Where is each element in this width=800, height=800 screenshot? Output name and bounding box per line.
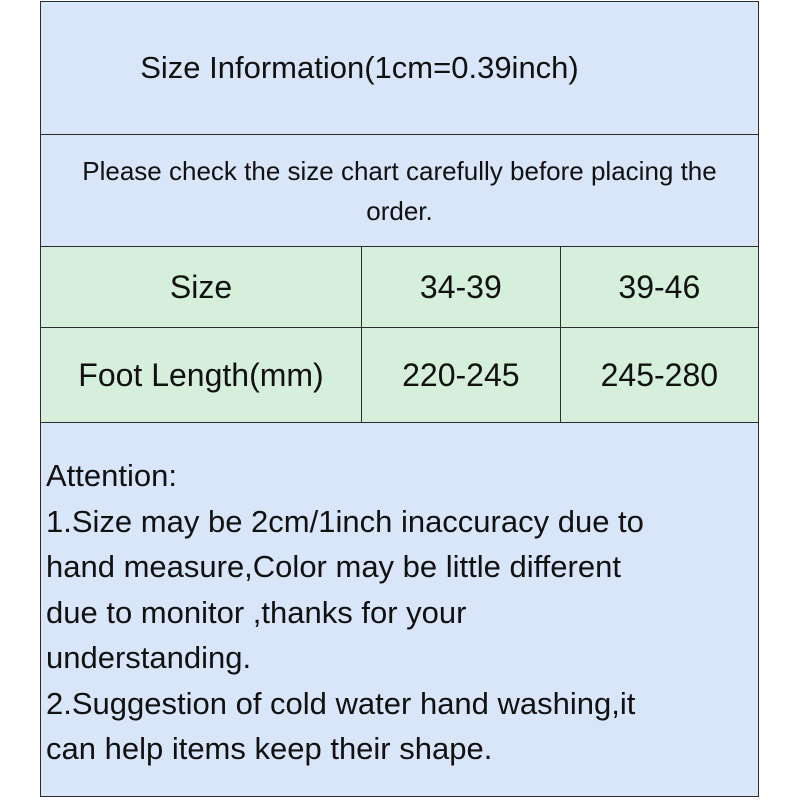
attention-line: due to monitor ,thanks for your [46, 594, 467, 630]
size-info-title: Size Information(1cm=0.39inch) [41, 2, 758, 135]
table-row-size: Size 34-39 39-46 [41, 247, 758, 328]
row-label: Size [41, 247, 362, 328]
table-cell: 245-280 [559, 327, 758, 423]
attention-line: 2.Suggestion of cold water hand washing,… [46, 685, 636, 721]
size-table: Size 34-39 39-46 Foot Length(mm) 220-245… [41, 247, 758, 423]
table-cell: 34-39 [361, 247, 561, 328]
size-chart: Size Information(1cm=0.39inch) Please ch… [40, 1, 759, 797]
table-row-foot-length: Foot Length(mm) 220-245 245-280 [41, 327, 758, 423]
order-notice: Please check the size chart carefully be… [41, 135, 758, 247]
attention-line: 1.Size may be 2cm/1inch inaccuracy due t… [46, 503, 644, 539]
attention-section: Attention: 1.Size may be 2cm/1inch inacc… [41, 423, 758, 796]
attention-line: can help items keep their shape. [46, 731, 493, 766]
attention-heading: Attention: [46, 458, 177, 493]
row-label: Foot Length(mm) [41, 327, 362, 423]
attention-line: hand measure,Color may be little differe… [46, 549, 621, 584]
table-cell: 220-245 [361, 327, 561, 423]
attention-line: understanding. [46, 640, 252, 675]
table-cell: 39-46 [559, 247, 758, 328]
